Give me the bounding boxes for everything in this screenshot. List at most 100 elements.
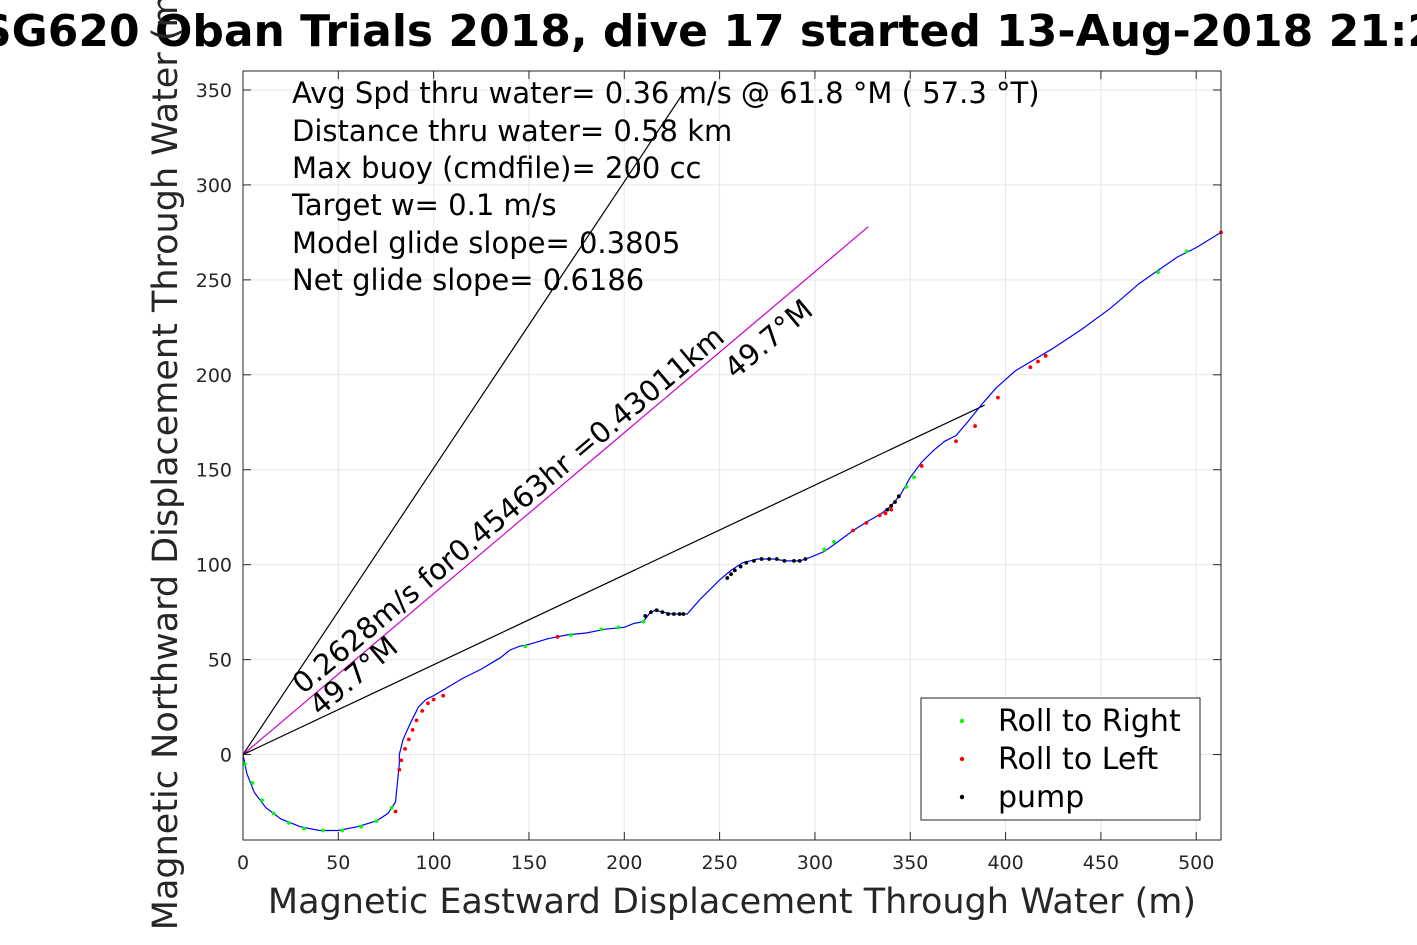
marker-roll-to-left — [877, 513, 882, 518]
marker-pump — [677, 612, 682, 616]
stats-line-max-buoy: Max buoy (cmdfile)= 200 cc — [292, 151, 701, 185]
legend-box — [920, 697, 1201, 821]
x-tick-label: 400 — [987, 852, 1023, 874]
marker-pump — [759, 557, 764, 561]
marker-pump — [738, 564, 743, 569]
line-net — [242, 404, 985, 756]
marker-roll-to-right — [904, 484, 909, 489]
marker-pump — [885, 507, 890, 512]
y-tick-label: 200 — [196, 365, 232, 387]
marker-pump — [803, 557, 808, 561]
stats-line-model-glide: Model glide slope= 0.3805 — [292, 226, 680, 260]
line-steep — [242, 89, 686, 755]
marker-roll-to-right — [832, 539, 836, 544]
marker-roll-to-left — [399, 758, 404, 763]
y-tick-label: 100 — [196, 555, 232, 577]
marker-pump — [896, 494, 901, 499]
marker-roll-to-left — [406, 737, 411, 742]
marker-roll-to-left — [397, 767, 402, 772]
y-tick-label: 150 — [196, 460, 232, 482]
legend-marker-roll-left — [959, 756, 965, 762]
marker-roll-to-right — [389, 805, 394, 810]
legend-marker-pump — [959, 794, 965, 800]
marker-pump — [889, 503, 894, 508]
marker-pump — [660, 610, 665, 615]
legend-marker-roll-right — [959, 718, 965, 724]
marker-roll-to-left — [919, 464, 924, 468]
legend: Roll to Right Roll to Left pump — [920, 697, 1201, 821]
marker-pump — [681, 612, 686, 616]
marker-roll-to-left — [441, 693, 446, 698]
ticks: 0 50 100 150 200 250 300 350 400 450 500 0 50 100 150 2… — [196, 71, 1221, 874]
marker-roll-to-left — [954, 439, 958, 444]
x-tick-label: 350 — [892, 852, 928, 874]
marker-roll-to-left — [420, 708, 425, 713]
y-tick-label: 350 — [196, 80, 232, 102]
marker-roll-to-right — [250, 781, 255, 785]
reference-lines — [242, 89, 985, 756]
marker-roll-to-right — [523, 644, 528, 649]
chart-title: SG620 Oban Trials 2018, dive 17 started … — [0, 6, 1417, 57]
marker-roll-to-left — [393, 809, 398, 814]
stats-line-avg-speed: Avg Spd thru water= 0.36 m/s @ 61.8 °M (… — [292, 76, 1040, 110]
marker-pump — [752, 558, 756, 563]
marker-pump — [649, 610, 653, 615]
marker-roll-to-left — [851, 528, 855, 533]
x-tick-label: 100 — [416, 852, 452, 874]
marker-pump — [654, 608, 659, 613]
x-tick-label: 300 — [797, 852, 833, 874]
marker-roll-to-right — [599, 627, 604, 632]
x-tick-label: 500 — [1178, 852, 1214, 874]
marker-pump — [643, 614, 648, 618]
marker-pump — [797, 558, 802, 563]
legend-label-roll-left: Roll to Left — [998, 742, 1158, 777]
marker-roll-to-right — [243, 762, 247, 766]
marker-roll-to-left — [1043, 353, 1048, 358]
marker-roll-to-right — [616, 625, 621, 630]
marker-roll-to-left — [414, 718, 419, 723]
marker-roll-to-right — [340, 828, 345, 833]
marker-roll-to-right — [260, 798, 264, 803]
marker-roll-to-right — [912, 475, 916, 480]
marker-roll-to-left — [403, 746, 407, 751]
line-heading — [242, 226, 869, 756]
y-tick-label: 0 — [220, 745, 232, 767]
x-tick-label: 250 — [701, 852, 737, 874]
y-tick-label: 300 — [196, 175, 232, 197]
x-tick-label: 200 — [606, 852, 642, 874]
marker-roll-to-right — [822, 547, 827, 552]
marker-layer — [243, 230, 1223, 833]
marker-pump — [744, 560, 749, 565]
stats-line-distance: Distance thru water= 0.58 km — [292, 114, 732, 148]
legend-label-roll-right: Roll to Right — [998, 704, 1181, 739]
marker-roll-to-left — [973, 424, 977, 428]
plot-frame — [242, 70, 1222, 841]
marker-roll-to-right — [1156, 270, 1160, 275]
marker-roll-to-left — [431, 697, 436, 702]
marker-pump — [774, 557, 779, 561]
x-tick-label: 150 — [511, 852, 547, 874]
marker-pump — [782, 558, 787, 563]
marker-roll-to-left — [426, 701, 430, 706]
marker-roll-to-left — [1028, 365, 1033, 370]
marker-roll-to-right — [286, 821, 291, 825]
marker-roll-to-right — [359, 824, 364, 829]
marker-roll-to-right — [302, 826, 306, 831]
marker-pump — [729, 572, 733, 577]
marker-roll-to-right — [569, 633, 573, 637]
marker-pump — [732, 568, 737, 573]
x-axis-label: Magnetic Eastward Displacement Through W… — [268, 882, 1196, 922]
grid — [242, 71, 1221, 840]
marker-pump — [725, 576, 730, 580]
marker-roll-to-right — [271, 811, 276, 816]
marker-roll-to-left — [410, 727, 415, 732]
y-tick-label: 50 — [208, 650, 232, 672]
x-tick-label: 50 — [326, 852, 350, 874]
y-tick-label: 250 — [196, 270, 232, 292]
x-tick-label: 0 — [237, 852, 249, 874]
marker-pump — [671, 612, 676, 616]
marker-roll-to-left — [883, 511, 888, 516]
y-axis-label: Magnetic Northward Displacement Through … — [146, 0, 186, 930]
marker-roll-to-left — [864, 521, 869, 525]
marker-roll-to-left — [555, 634, 560, 639]
